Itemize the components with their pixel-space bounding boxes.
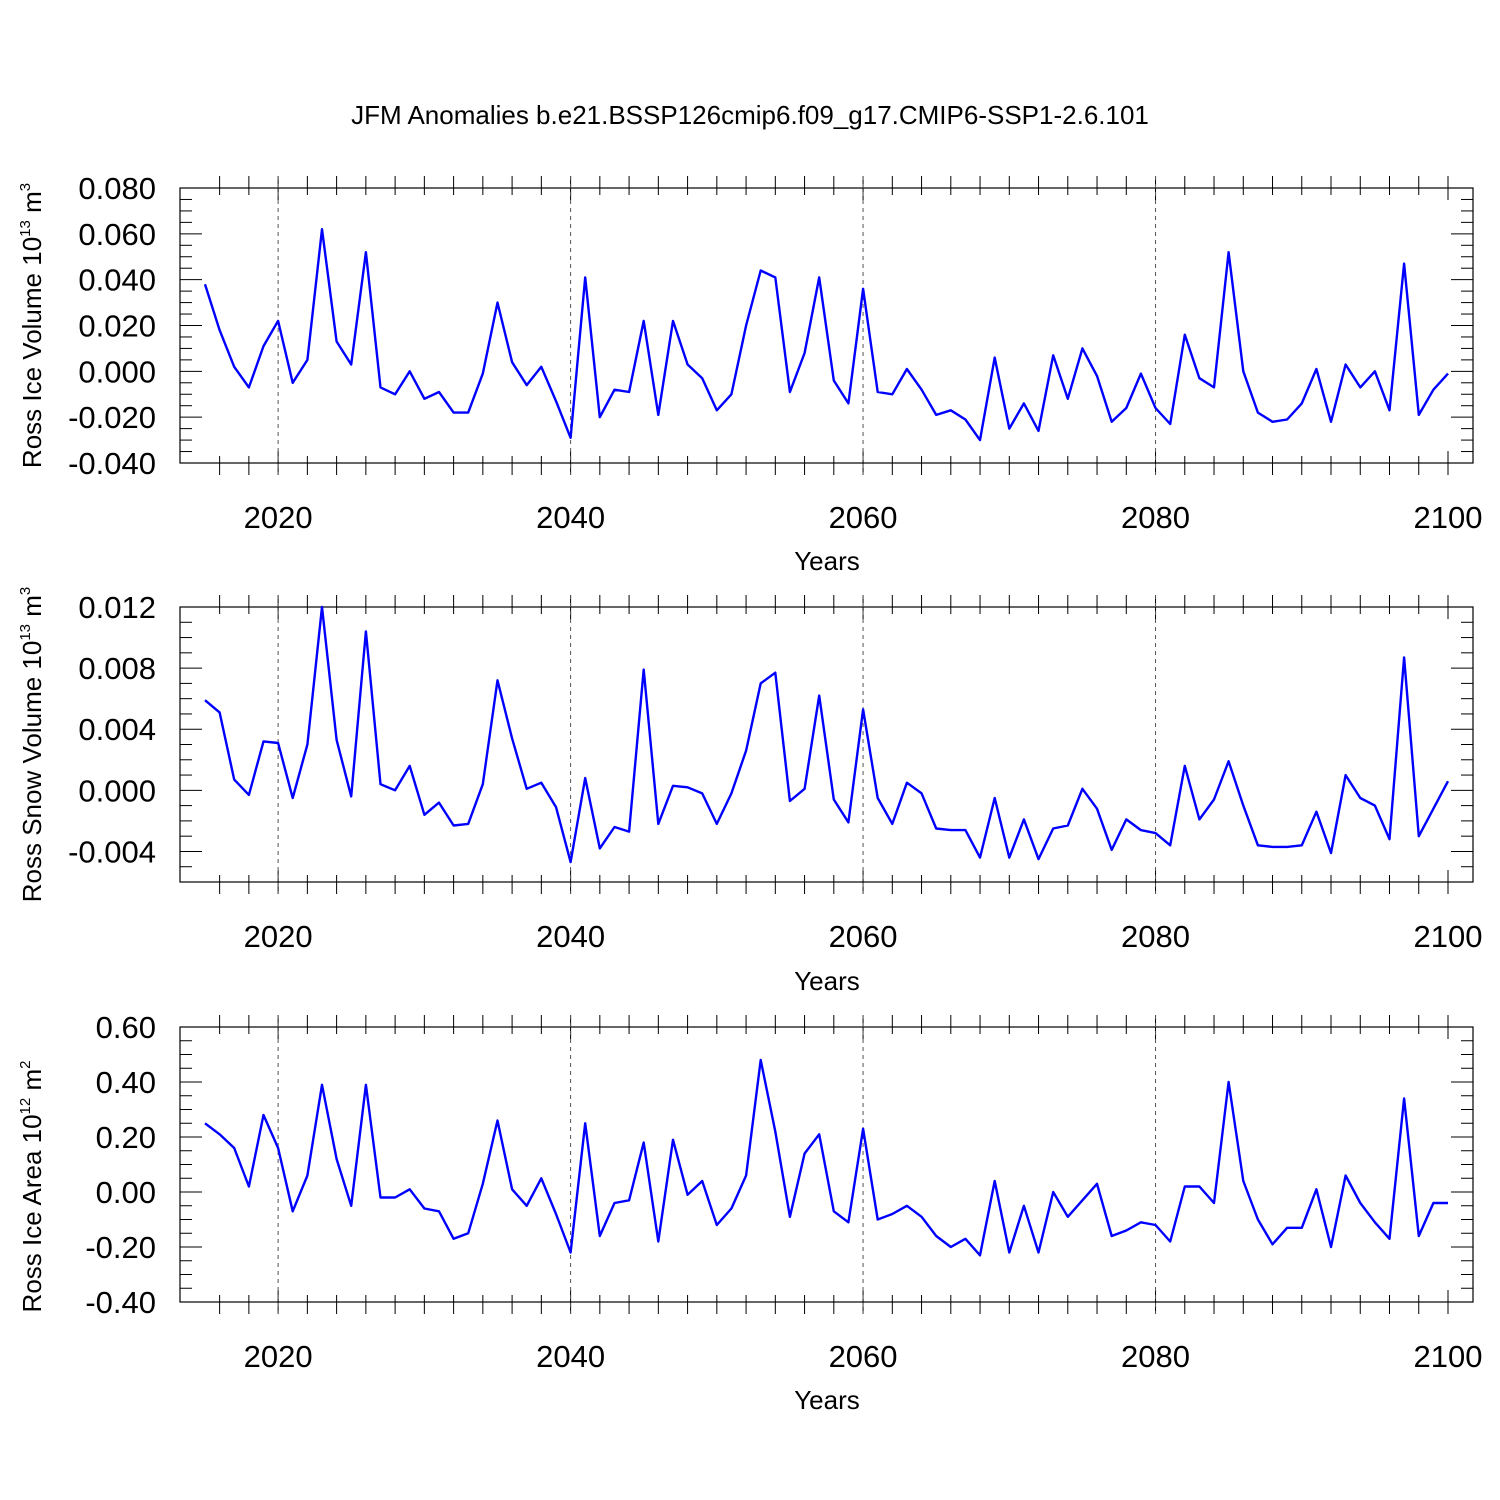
y-tick-label: -0.004 <box>68 834 156 869</box>
x-tick-label: 2040 <box>536 1339 605 1374</box>
y-tick-label: 0.080 <box>78 171 156 206</box>
x-tick-label: 2020 <box>244 919 313 954</box>
y-tick-label: 0.012 <box>78 590 156 625</box>
y-tick-label: 0.000 <box>78 773 156 808</box>
y-tick-label: -0.040 <box>68 446 156 481</box>
y-tick-label: 0.40 <box>96 1065 156 1100</box>
x-tick-label: 2080 <box>1121 500 1190 535</box>
plot-frame-ice-area <box>179 1026 1474 1303</box>
series-line-snow-volume <box>204 605 1450 864</box>
x-tick-label: 2060 <box>829 1339 898 1374</box>
y-tick-label: 0.060 <box>78 217 156 252</box>
y-tick-label: -0.40 <box>85 1285 156 1320</box>
x-axis-label: Years <box>794 1385 860 1415</box>
panel-snow-volume: 0.012 0.008 0.004 0.000 -0.004 2020 2040 2060 20… <box>17 587 1482 996</box>
panel-ice-volume: 0.080 0.060 0.040 0.020 0.000 -0.020 -0.040 202… <box>17 171 1482 576</box>
x-axis-label: Years <box>794 966 860 996</box>
y-axis-label: Ross Snow Volume 1013 m3 <box>17 587 47 903</box>
x-axis-label: Years <box>794 546 860 576</box>
x-tick-label: 2060 <box>829 500 898 535</box>
x-tick-label: 2040 <box>536 919 605 954</box>
x-tick-label: 2100 <box>1414 500 1483 535</box>
x-tick-label: 2080 <box>1121 919 1190 954</box>
x-tick-label: 2100 <box>1414 1339 1483 1374</box>
chart-title: JFM Anomalies b.e21.BSSP126cmip6.f09_g17… <box>351 100 1149 130</box>
x-tick-label: 2040 <box>536 500 605 535</box>
y-tick-label: 0.040 <box>78 263 156 298</box>
series-line-ice-volume <box>203 227 1449 442</box>
y-axis-label: Ross Ice Volume 1013 m3 <box>17 183 47 468</box>
x-tick-label: 2080 <box>1121 1339 1190 1374</box>
y-tick-label: 0.60 <box>96 1010 156 1045</box>
y-tick-label: 0.20 <box>96 1120 156 1155</box>
series-line-ice-area <box>204 1058 1448 1257</box>
x-tick-label: 2020 <box>244 1339 313 1374</box>
x-tick-label: 2060 <box>829 919 898 954</box>
y-tick-label: 0.000 <box>78 354 156 389</box>
x-tick-label: 2100 <box>1414 919 1483 954</box>
y-tick-label: 0.00 <box>96 1175 156 1210</box>
y-tick-label: 0.004 <box>78 712 156 747</box>
y-tick-label: 0.020 <box>78 309 156 344</box>
x-tick-label: 2020 <box>244 500 313 535</box>
y-tick-label: 0.008 <box>78 651 156 686</box>
y-axis-label: Ross Ice Area 1012 m2 <box>17 1061 47 1313</box>
panel-ice-area: 0.60 0.40 0.20 0.00 -0.20 -0.40 2020 2040 2060 20… <box>17 1010 1482 1415</box>
y-tick-label: -0.020 <box>68 400 156 435</box>
y-tick-label: -0.20 <box>85 1230 156 1265</box>
